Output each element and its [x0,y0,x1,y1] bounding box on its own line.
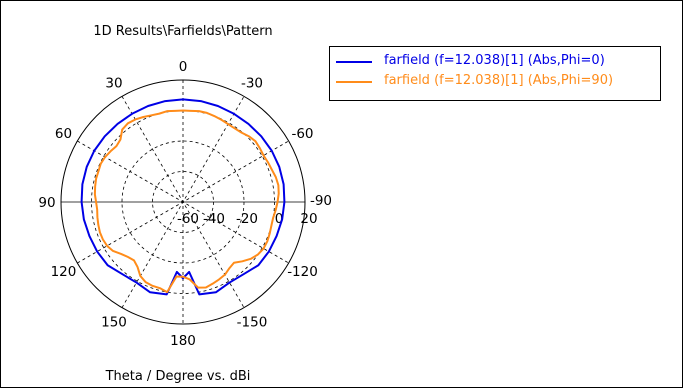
series-line-1 [93,109,280,294]
angle-tick-label: 150 [101,315,127,331]
outer-ring [60,79,306,325]
angle-tick-label: -60 [291,126,313,142]
angle-tick-label: 30 [105,75,122,91]
grid-spoke [121,96,245,308]
legend-swatch [336,81,372,83]
series-layer [80,98,286,296]
radial-tick-labels: -60 -40 -20 0 20 [177,211,318,227]
series-line-0 [80,98,286,296]
x-axis-label: Theta / Degree vs. dBi [105,369,251,384]
legend-label: farfield (f=12.038)[1] (Abs,Phi=0) [384,53,605,68]
radial-tick-label: -20 [236,211,258,227]
radial-tick-label: -60 [177,211,199,227]
polar-grid [60,79,306,325]
angle-tick-label: -120 [287,264,318,280]
angle-tick-label: 0 [179,59,188,75]
angle-tick-label: 90 [38,195,55,211]
angle-tick-label: 60 [55,126,72,142]
legend-swatch [336,61,372,63]
angle-labels: 0 30 60 90 120 150 180 -30 -60 -90 -120 -150 [38,59,332,349]
angle-tick-label: -90 [310,193,332,209]
legend-label: farfield (f=12.038)[1] (Abs,Phi=90) [384,73,614,88]
angle-tick-label: -150 [237,315,268,331]
radial-tick-label: -40 [203,211,225,227]
angle-tick-label: -30 [241,75,263,91]
angle-tick-label: 120 [51,264,77,280]
legend-item: farfield (f=12.038)[1] (Abs,Phi=90) [330,72,660,92]
radial-tick-label: 20 [300,211,317,227]
legend: farfield (f=12.038)[1] (Abs,Phi=0) farfi… [329,46,661,101]
angle-tick-label: 180 [170,333,196,349]
radial-tick-label: 0 [275,211,284,227]
legend-item: farfield (f=12.038)[1] (Abs,Phi=0) [330,52,660,72]
chart-title: 1D Results\Farfields\Pattern [93,24,272,39]
